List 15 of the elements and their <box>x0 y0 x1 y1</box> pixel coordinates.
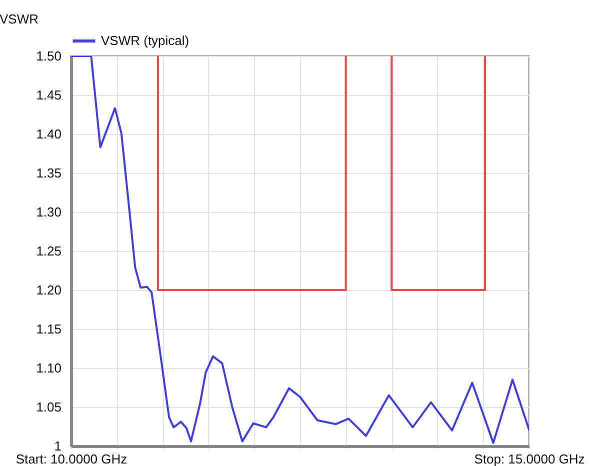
y-tick-label: 1 <box>54 438 62 454</box>
y-tick-label: 1.50 <box>36 48 62 64</box>
legend-label: VSWR (typical) <box>101 33 190 48</box>
y-tick-label: 1.25 <box>36 244 62 258</box>
line-series <box>71 56 529 444</box>
x-tick-label: Stop: 15.0000 GHz <box>474 452 585 466</box>
y-tick-label: 1.45 <box>36 88 62 102</box>
y-tick-label: 1.35 <box>36 166 62 180</box>
y-tick-label: 1.20 <box>36 282 62 298</box>
x-tick-label: Start: 10.0000 GHz <box>16 452 128 466</box>
y-tick-label: 1.10 <box>36 360 62 376</box>
y-tick-label: 1.15 <box>36 322 62 336</box>
y-tick-label: 1.40 <box>36 126 62 142</box>
y-tick-label: 1.30 <box>36 204 62 220</box>
y-tick-label: 1.05 <box>36 400 62 414</box>
